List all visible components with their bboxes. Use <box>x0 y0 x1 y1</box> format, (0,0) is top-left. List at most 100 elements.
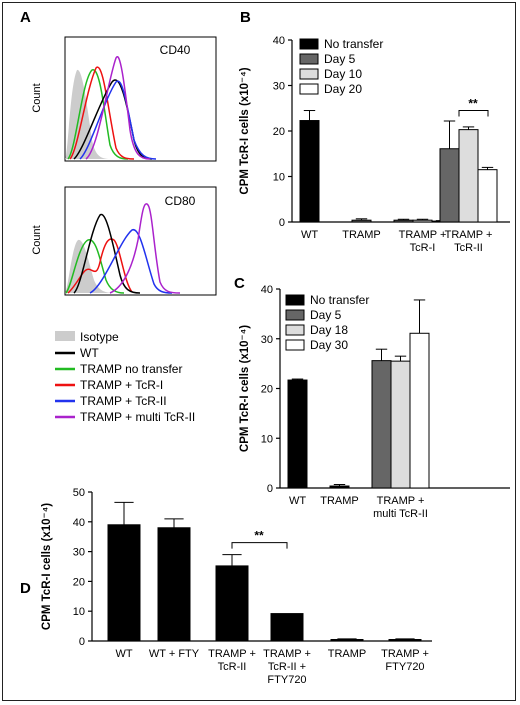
chart-b-significance-label: ** <box>468 97 478 111</box>
chart-d-category-label: TRAMP <box>328 648 367 660</box>
chart-d-category-label: FTY720 <box>267 674 306 686</box>
chart-d-category-label: TRAMP + <box>263 648 311 660</box>
chart-c-ytick-label: 20 <box>261 384 273 396</box>
chart-b-legend-swatch <box>299 83 319 95</box>
chart-b-0-bar <box>299 120 320 223</box>
hist-cd40-no-transfer <box>67 69 129 160</box>
chart-b-panel-label: B <box>240 9 251 26</box>
histogram-cd80-title: CD80 <box>165 194 196 208</box>
chart-c-category-label: TRAMP <box>320 495 359 507</box>
chart-d-ylabel: CPM TcR-I cells (x10⁻⁴) <box>41 503 53 630</box>
chart-d-ytick-label: 20 <box>73 576 85 588</box>
chart-d-category-label: FTY720 <box>385 661 424 673</box>
panel-a-legend: Isotype WT TRAMP no transfer TRAMP + TcR… <box>55 330 195 424</box>
chart-b-legend-label: Day 20 <box>324 82 362 96</box>
chart-b-ytick-label: 0 <box>279 217 285 229</box>
chart-c-legend-swatch <box>285 309 305 321</box>
chart-c-ytick-label: 0 <box>267 483 273 495</box>
chart-d-0-bar <box>107 524 141 642</box>
chart-b-ytick-label: 40 <box>273 35 285 47</box>
chart-d-category-label: WT <box>115 648 132 660</box>
legend-tcr1-label: TRAMP + TcR-I <box>80 378 163 392</box>
hist-cd40-tcr2 <box>79 80 157 160</box>
chart-d-category-label: TcR-II + <box>268 661 306 673</box>
chart-c-category-label: multi TcR-II <box>373 508 428 520</box>
chart-c-ytick-label: 10 <box>261 433 273 445</box>
chart-b-legend-label: Day 5 <box>324 52 356 66</box>
chart-b-1-bar <box>439 148 460 223</box>
chart-d-category-label: TRAMP + <box>208 648 256 660</box>
chart-c-ytick-label: 30 <box>261 334 273 346</box>
legend-wt-label: WT <box>80 346 99 360</box>
chart-c-legend-label: Day 5 <box>310 308 342 322</box>
histogram-cd40: CD40 Count <box>31 36 217 162</box>
chart-c-legend-label: Day 18 <box>310 323 348 337</box>
chart-b-legend-swatch <box>299 38 319 50</box>
chart-c-1-bar <box>371 360 392 489</box>
chart-b-ytick-label: 30 <box>273 81 285 93</box>
chart-d-ytick-label: 50 <box>73 487 85 499</box>
hist-cd80-multi <box>109 203 181 294</box>
chart-c-ytick-label: 40 <box>261 284 273 296</box>
chart-c-legend-swatch <box>285 339 305 351</box>
hist-cd40-isotype <box>65 69 110 159</box>
hist-cd40-tcr1 <box>69 66 135 160</box>
chart-d-significance-bracket <box>231 542 288 549</box>
histogram-cd40-frame <box>64 36 217 162</box>
legend-isotype-swatch <box>55 331 75 341</box>
hist-cd40-wt <box>73 79 153 160</box>
chart-b-category-label: TcR-II <box>454 242 483 254</box>
chart-b-ylabel: CPM TcR-I cells (x10⁻⁴) <box>239 67 251 194</box>
chart-b: 0 10 20 30 40 CPM TcR-I cells (x10⁻⁴) B WT TRAMP… <box>239 9 510 254</box>
legend-tcr2-label: TRAMP + TcR-II <box>80 394 167 408</box>
chart-d-category-label: WT + FTY <box>149 648 200 660</box>
chart-b-ytick-label: 20 <box>273 126 285 138</box>
histogram-cd80-ylabel: Count <box>31 225 43 254</box>
chart-c-0-bar <box>287 379 308 489</box>
chart-c-category-label: WT <box>289 495 306 507</box>
hist-cd80-wt <box>73 213 141 294</box>
hist-cd40-multi <box>85 55 151 160</box>
chart-b-2-bar <box>458 129 479 223</box>
chart-c-legend-label: No transfer <box>310 293 369 307</box>
histogram-cd40-title: CD40 <box>160 43 191 57</box>
legend-multi-label: TRAMP + multi TcR-II <box>80 410 195 424</box>
chart-d-ytick-label: 30 <box>73 547 85 559</box>
chart-d-panel-label: D <box>20 580 31 597</box>
chart-d-4-bar <box>330 639 364 642</box>
chart-d-ytick-label: 0 <box>79 636 85 648</box>
chart-d-significance-label: ** <box>254 529 264 543</box>
chart-b-category-label: TcR-I <box>410 242 436 254</box>
chart-d-category-label: TcR-II <box>218 661 247 673</box>
chart-b-category-label: TRAMP + <box>445 229 493 241</box>
chart-b-category-label: TRAMP <box>342 229 381 241</box>
chart-c-2-bar <box>390 360 411 489</box>
chart-b-1-bar <box>351 219 372 223</box>
hist-cd80-no-transfer <box>65 239 125 294</box>
chart-c-3-bar <box>409 332 430 489</box>
chart-d-5-bar <box>388 639 422 642</box>
chart-b-3-bar <box>477 169 498 223</box>
chart-b-ytick-label: 10 <box>273 172 285 184</box>
hist-cd80-isotype <box>65 239 114 293</box>
chart-d-2-bar <box>215 565 249 642</box>
chart-b-2-bar <box>412 219 433 223</box>
chart-c-legend-label: Day 30 <box>310 338 348 352</box>
chart-d-3-bar <box>270 613 304 642</box>
panel-a-label: A <box>20 9 31 26</box>
chart-b-legend-swatch <box>299 53 319 65</box>
chart-c: 0 10 20 30 40 CPM TcR-I cells (x10⁻⁴) C WT TRAMP… <box>234 275 510 520</box>
chart-b-legend-swatch <box>299 68 319 80</box>
chart-d: 0 10 20 30 40 50 CPM TcR-I cells (x10⁻⁴) D WT WT … <box>20 487 432 686</box>
chart-b-1-bar <box>393 219 414 223</box>
histogram-cd40-ylabel: Count <box>31 83 43 112</box>
chart-c-legend-swatch <box>285 294 305 306</box>
histogram-cd80: CD80 Count <box>31 186 217 296</box>
chart-d-ytick-label: 10 <box>73 606 85 618</box>
chart-c-panel-label: C <box>234 275 245 292</box>
chart-c-legend-swatch <box>285 324 305 336</box>
chart-d-category-label: TRAMP + <box>381 648 429 660</box>
chart-d-1-bar <box>157 527 191 642</box>
